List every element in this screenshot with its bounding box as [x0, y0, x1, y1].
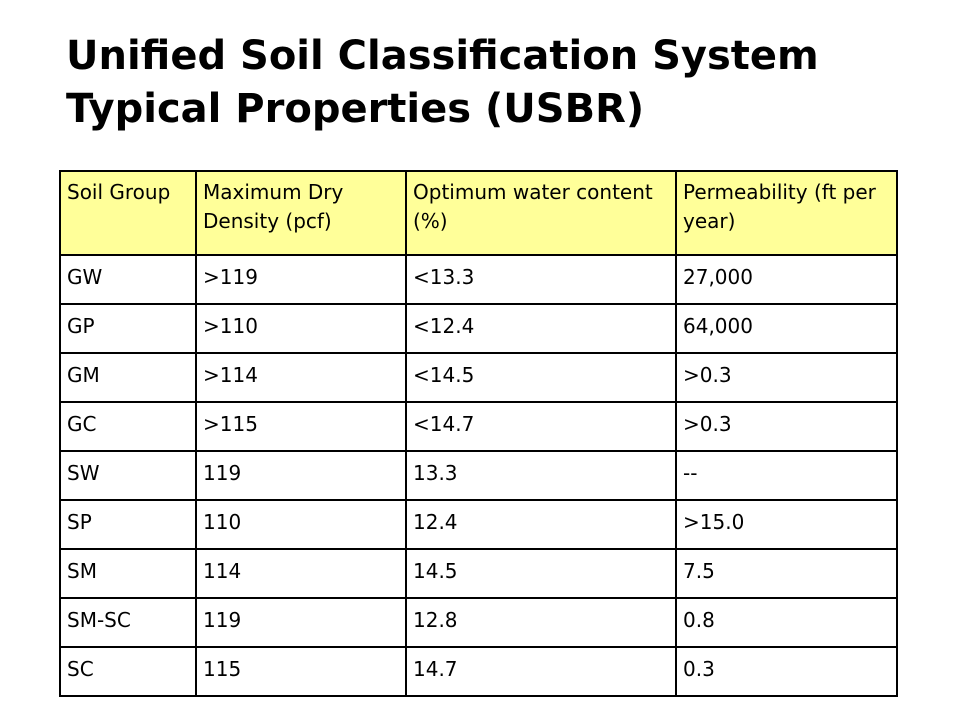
header-soil-group: Soil Group	[59, 170, 197, 256]
cell-permeability: 7.5	[675, 548, 898, 599]
table-row: GM >114 <14.5 >0.3	[59, 352, 898, 403]
cell-soil-group: GM	[59, 352, 197, 403]
table-row: GC >115 <14.7 >0.3	[59, 401, 898, 452]
header-max-dry-density: Maximum Dry Density (pcf)	[195, 170, 407, 256]
table-row: GW >119 <13.3 27,000	[59, 254, 898, 305]
cell-optimum-water-content: 14.5	[405, 548, 677, 599]
cell-soil-group: SW	[59, 450, 197, 501]
table-header: Soil Group Maximum Dry Density (pcf) Opt…	[59, 170, 898, 256]
cell-optimum-water-content: 14.7	[405, 646, 677, 697]
cell-max-dry-density: 110	[195, 499, 407, 550]
cell-optimum-water-content: 12.4	[405, 499, 677, 550]
cell-soil-group: GC	[59, 401, 197, 452]
title-line-2: Typical Properties (USBR)	[66, 86, 645, 132]
cell-soil-group: GP	[59, 303, 197, 354]
cell-permeability: --	[675, 450, 898, 501]
cell-soil-group: GW	[59, 254, 197, 305]
cell-permeability: 0.3	[675, 646, 898, 697]
cell-max-dry-density: 119	[195, 450, 407, 501]
cell-permeability: >0.3	[675, 352, 898, 403]
cell-optimum-water-content: 13.3	[405, 450, 677, 501]
cell-max-dry-density: >114	[195, 352, 407, 403]
table-row: SM 114 14.5 7.5	[59, 548, 898, 599]
title-line-1: Unified Soil Classification System	[66, 33, 819, 79]
cell-optimum-water-content: <12.4	[405, 303, 677, 354]
table-row: SC 115 14.7 0.3	[59, 646, 898, 697]
table-row: SW 119 13.3 --	[59, 450, 898, 501]
cell-optimum-water-content: <14.7	[405, 401, 677, 452]
header-row: Soil Group Maximum Dry Density (pcf) Opt…	[59, 170, 898, 256]
table-body: GW >119 <13.3 27,000 GP >110 <12.4 64,00…	[59, 254, 898, 697]
cell-soil-group: SP	[59, 499, 197, 550]
cell-max-dry-density: >115	[195, 401, 407, 452]
header-optimum-water-content: Optimum water content (%)	[405, 170, 677, 256]
cell-optimum-water-content: <14.5	[405, 352, 677, 403]
table-row: SP 110 12.4 >15.0	[59, 499, 898, 550]
cell-max-dry-density: >110	[195, 303, 407, 354]
page-title: Unified Soil Classification System Typic…	[66, 30, 946, 136]
cell-soil-group: SM	[59, 548, 197, 599]
table-row: GP >110 <12.4 64,000	[59, 303, 898, 354]
cell-soil-group: SM-SC	[59, 597, 197, 648]
header-permeability: Permeability (ft per year)	[675, 170, 898, 256]
cell-permeability: 0.8	[675, 597, 898, 648]
cell-permeability: 64,000	[675, 303, 898, 354]
cell-soil-group: SC	[59, 646, 197, 697]
soil-properties-table: Soil Group Maximum Dry Density (pcf) Opt…	[59, 170, 898, 697]
cell-max-dry-density: 119	[195, 597, 407, 648]
cell-permeability: 27,000	[675, 254, 898, 305]
cell-permeability: >0.3	[675, 401, 898, 452]
table-row: SM-SC 119 12.8 0.8	[59, 597, 898, 648]
cell-optimum-water-content: 12.8	[405, 597, 677, 648]
cell-max-dry-density: 114	[195, 548, 407, 599]
cell-optimum-water-content: <13.3	[405, 254, 677, 305]
cell-permeability: >15.0	[675, 499, 898, 550]
cell-max-dry-density: >119	[195, 254, 407, 305]
cell-max-dry-density: 115	[195, 646, 407, 697]
